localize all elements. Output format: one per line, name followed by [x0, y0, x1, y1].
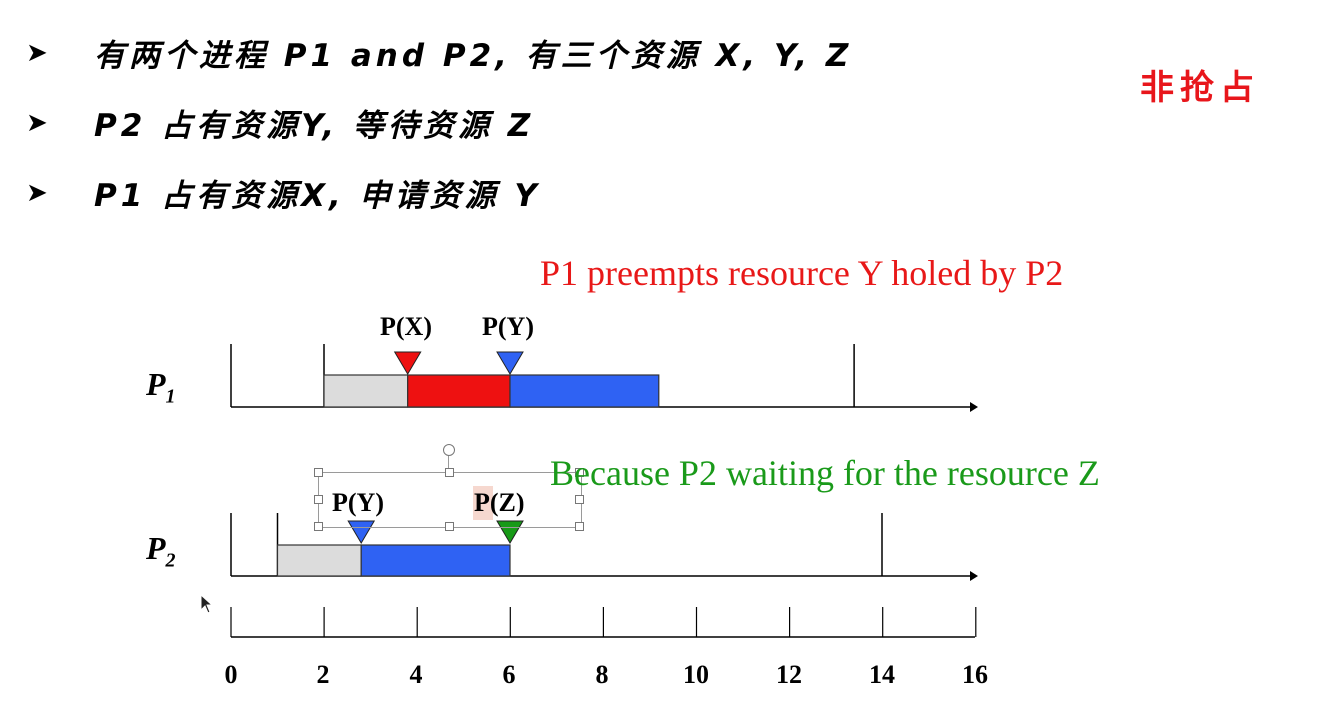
non-preemptive-note: 非抢占	[1140, 68, 1260, 108]
rotate-handle-icon[interactable]	[443, 444, 455, 456]
marker-label-p1-py: P(Y)	[482, 312, 534, 341]
tick-label: 4	[409, 660, 423, 689]
resize-handle-e[interactable]	[575, 495, 584, 504]
marker-label-p1-px: P(X)	[380, 312, 432, 341]
tick-label: 12	[776, 660, 802, 689]
tick-label: 10	[683, 660, 709, 689]
tick-label: 14	[869, 660, 895, 689]
resize-handle-se[interactable]	[575, 522, 584, 531]
rotate-handle-stem	[448, 455, 449, 472]
marker-label-p2-py: P(Y)	[332, 488, 384, 517]
segment-bar-blue	[509, 374, 660, 408]
tick-label: 0	[224, 660, 238, 689]
resize-handle-w[interactable]	[314, 495, 323, 504]
resize-handle-s[interactable]	[445, 522, 454, 531]
process-label-p1: P1	[146, 366, 176, 408]
request-marker-green	[496, 520, 524, 544]
bullet-text-2: P2 占有资源Y, 等待资源 Z	[94, 108, 535, 144]
bullet-line-1: ➤ 有两个进程 P1 and P2, 有三个资源 X, Y, Z	[26, 30, 852, 75]
resize-handle-ne[interactable]	[575, 468, 584, 477]
resize-handle-n[interactable]	[445, 468, 454, 477]
bullet-line-2: ➤ P2 占有资源Y, 等待资源 Z	[26, 100, 534, 145]
arrow-bullet-icon: ➤	[26, 37, 48, 68]
arrow-bullet-icon: ➤	[26, 177, 48, 208]
tick-label: 6	[502, 660, 516, 689]
request-marker-blue	[496, 351, 524, 375]
segment-bar-blue	[360, 544, 511, 577]
request-marker-blue	[347, 520, 376, 544]
tick-label: 16	[962, 660, 988, 689]
marker-label-p2-pz: P(Z)	[474, 488, 525, 517]
tick-label: 8	[595, 660, 609, 689]
resize-handle-nw[interactable]	[314, 468, 323, 477]
request-marker-red	[393, 351, 422, 375]
preempt-caption: P1 preempts resource Y holed by P2	[540, 253, 1064, 293]
segment-bar-idle	[276, 544, 362, 577]
mouse-pointer-icon	[200, 594, 214, 614]
reason-caption: Because P2 waiting for the resource Z	[550, 453, 1100, 493]
resize-handle-sw[interactable]	[314, 522, 323, 531]
arrowhead-icon	[970, 571, 978, 581]
text-highlight	[473, 486, 493, 520]
bullet-text-3: P1 占有资源X, 申请资源 Y	[94, 178, 541, 214]
arrow-bullet-icon: ➤	[26, 107, 48, 138]
arrowhead-icon	[970, 402, 978, 412]
tick-label: 2	[316, 660, 330, 689]
bullet-line-3: ➤ P1 占有资源X, 申请资源 Y	[26, 170, 541, 215]
segment-bar-red	[407, 374, 511, 408]
process-label-p2: P2	[146, 530, 176, 572]
segment-bar-idle	[323, 374, 409, 408]
bullet-text-1: 有两个进程 P1 and P2, 有三个资源 X, Y, Z	[94, 38, 853, 74]
